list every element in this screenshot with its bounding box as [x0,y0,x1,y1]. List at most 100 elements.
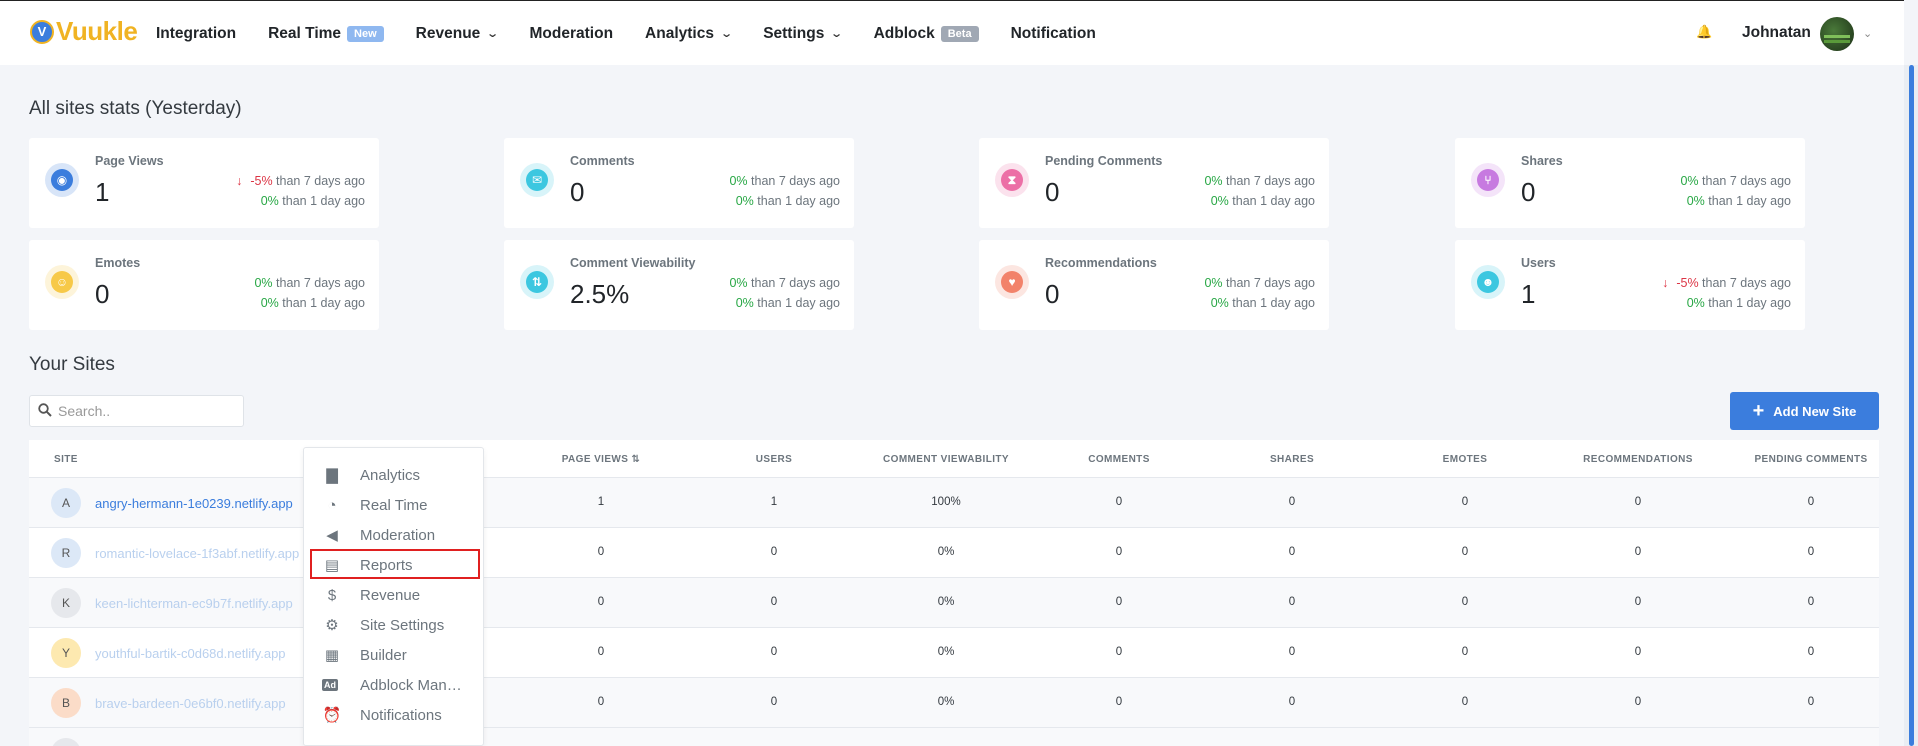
column-header-page-views[interactable]: PAGE VIEWS ⇅ [561,454,641,465]
bell-icon[interactable]: 🔔 [1696,24,1713,39]
stat-compare-1-day: 0% than 1 day ago [1211,296,1315,310]
chevron-down-icon[interactable]: ⌄ [1863,28,1873,40]
stat-card-emotes: ☺ Emotes 0 0% than 7 days ago 0% than 1 day … [29,240,379,330]
nav-label: Real Time [268,24,342,42]
stat-compare-1-day: 0% than 1 day ago [1687,194,1791,208]
compare-text: than 1 day ago [1228,194,1315,208]
add-new-site-button[interactable]: + Add New Site [1730,392,1879,430]
sites-title: Your Sites [29,354,115,375]
compare-percent: -5% [1676,276,1699,290]
site-link[interactable]: youthful-bartik-c0d68d.netlify.app [95,646,286,661]
compare-text: than 7 days ago [747,174,840,188]
menu-item-label: Analytics [360,466,421,484]
stat-label: Comments [570,154,635,168]
table-header: SITE PAGE VIEWS ⇅ USERS COMMENT VIEWABILITY… [29,440,1879,478]
table-row[interactable] [29,728,1879,746]
share-icon: ⑂ [1471,163,1505,197]
column-header-comment-viewability: COMMENT VIEWABILITY [883,454,1009,465]
compare-text: than 7 days ago [1222,276,1315,290]
smile-icon: ☺ [45,265,79,299]
table-cell: 0 [1288,546,1296,558]
user-icon: ☻ [1471,265,1505,299]
compare-percent: 0% [1680,174,1699,188]
site-link[interactable]: romantic-lovelace-1f3abf.netlify.app [95,546,300,561]
menu-item-moderation[interactable]: ◀ Moderation [304,522,485,548]
stat-value: 0 [1045,279,1060,309]
scrollbar[interactable] [1904,65,1918,746]
nav-badge: Beta [940,25,979,42]
search-input[interactable] [58,403,238,419]
nav-label: Adblock [873,24,935,42]
nav-integration[interactable]: Integration [156,25,236,43]
nav-label: Notification [1010,24,1096,42]
site-link[interactable]: keen-lichterman-ec9b7f.netlify.app [95,596,293,611]
compare-percent: -5% [250,174,273,188]
plus-icon: + [1752,399,1765,422]
table-cell: 0 [1461,496,1469,508]
table-cell: 1 [597,496,605,508]
table-cell: 0 [1115,546,1123,558]
site-actions-menu: ▇ Analytics ◔ Real Time ◀ Moderation ▤ Reports $… [303,447,484,746]
nav-revenue[interactable]: Revenue ⌄ [416,25,500,43]
stat-value: 0 [95,279,110,309]
table-cell: 0 [597,696,605,708]
compare-text: than 7 days ago [747,276,840,290]
arrow-down-icon: ↓ [1662,276,1669,290]
book-icon: ▤ [324,557,340,574]
nav-moderation[interactable]: Moderation [530,25,614,43]
menu-item-reports[interactable]: ▤ Reports [304,552,485,578]
table-cell: 0 [1288,596,1296,608]
table-cell: 0% [937,596,955,608]
nav-adblock[interactable]: Adblock Beta [874,25,979,43]
avatar[interactable] [1820,17,1854,51]
main-nav: Integration Real Time New Revenue ⌄ Moderatio… [156,1,1128,66]
nav-settings[interactable]: Settings ⌄ [763,25,844,43]
builder-icon: ▦ [324,647,340,664]
menu-item-label: Site Settings [360,616,445,634]
chevron-down-icon: ⌄ [486,28,500,40]
search-icon [38,402,52,420]
nav-analytics[interactable]: Analytics ⌄ [645,25,734,43]
column-header-emotes: EMOTES [1442,454,1488,465]
site-avatar: Y [51,638,81,668]
column-header-shares: SHARES [1269,454,1315,465]
search-box[interactable] [29,395,244,427]
table-cell: 0 [1288,496,1296,508]
menu-item-analytics[interactable]: ▇ Analytics [304,462,485,488]
site-link[interactable]: angry-hermann-1e0239.netlify.app [95,496,293,511]
site-avatar: B [51,688,81,718]
table-cell: 0 [597,596,605,608]
menu-item-real-time[interactable]: ◔ Real Time [304,492,485,518]
stats-title: All sites stats (Yesterday) [29,98,242,119]
stat-value: 0 [1521,177,1536,207]
table-cell: 0 [770,546,778,558]
compare-percent: 0% [729,174,748,188]
sort-icon[interactable]: ⇅ [628,454,641,465]
compare-percent: 0% [735,194,754,208]
menu-item-site-settings[interactable]: ⚙ Site Settings [304,612,485,638]
vuukle-logo[interactable]: V Vuukle [30,16,138,47]
user-name[interactable]: Johnatan [1742,24,1811,41]
menu-item-notifications[interactable]: ⏰ Notifications [304,702,485,728]
compare-percent: 0% [1686,194,1705,208]
menu-item-builder[interactable]: ▦ Builder [304,642,485,668]
compare-text: than 1 day ago [1228,296,1315,310]
viewability-icon-glyph: ⇅ [526,271,548,293]
site-link[interactable]: brave-bardeen-0e6bf0.netlify.app [95,696,286,711]
menu-item-adblock-man[interactable]: Ad Adblock Man… [304,672,485,698]
logo-badge: V [30,19,54,44]
nav-notification[interactable]: Notification [1011,25,1096,43]
table-cell: 1 [770,496,778,508]
table-cell: 0 [1807,496,1815,508]
compare-percent: 0% [260,194,279,208]
nav-real-time[interactable]: Real Time New [268,25,384,43]
chevron-down-icon: ⌄ [720,28,734,40]
chevron-down-icon: ⌄ [830,28,844,40]
stat-card-recommendations: ♥ Recommendations 0 0% than 7 days ago 0% th… [979,240,1329,330]
table-cell: 0 [1461,596,1469,608]
site-avatar: R [51,538,81,568]
chart-icon: ▇ [326,467,338,484]
menu-item-revenue[interactable]: $ Revenue [304,582,485,608]
